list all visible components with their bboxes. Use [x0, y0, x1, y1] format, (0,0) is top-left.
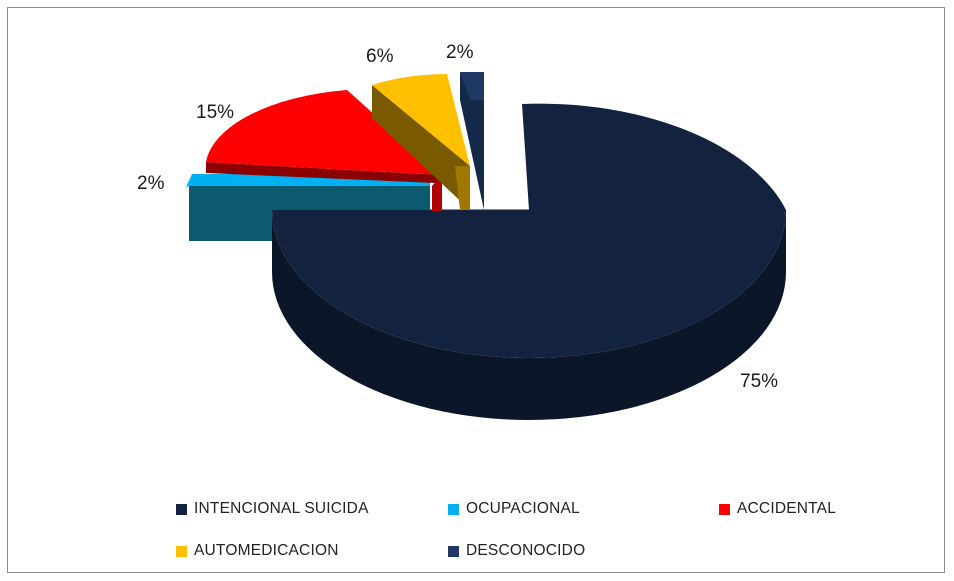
slice-automedicacion	[372, 74, 470, 210]
label-automedicacion: 6%	[366, 46, 394, 67]
slice-accidental	[206, 90, 442, 211]
slice-desconocido	[460, 72, 484, 210]
label-ocupacional: 2%	[137, 173, 165, 194]
label-75: 75%	[740, 371, 778, 392]
label-desconocido: 2%	[446, 42, 474, 63]
label-accidental: 15%	[196, 102, 234, 123]
